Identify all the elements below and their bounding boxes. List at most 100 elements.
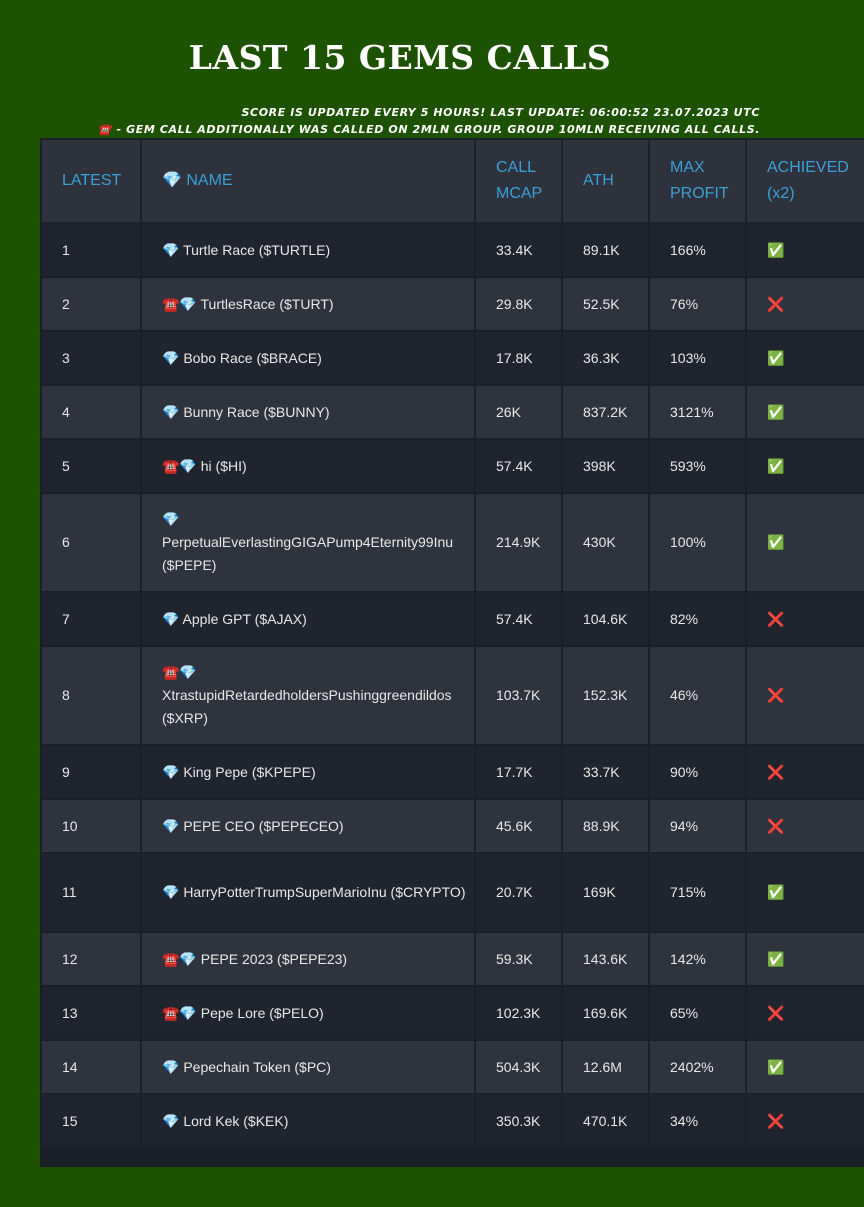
cell-name: 💎 Bunny Race ($BUNNY) [142, 386, 474, 438]
cell-achieved: ✅ [747, 332, 864, 384]
cell-latest: 2 [42, 278, 140, 330]
cell-call-mcap: 45.6K [476, 800, 561, 852]
cell-ath: 398K [563, 440, 648, 492]
cell-call-mcap: 29.8K [476, 278, 561, 330]
cell-name: 💎 PEPE CEO ($PEPECEO) [142, 800, 474, 852]
cell-ath: 143.6K [563, 933, 648, 985]
cell-max-profit: 90% [650, 746, 745, 798]
gems-table: LATEST 💎 NAME CALL MCAP ATH MAX PROFIT A… [40, 138, 864, 1149]
cell-max-profit: 82% [650, 593, 745, 645]
cell-max-profit: 2402% [650, 1041, 745, 1093]
column-header-max-profit[interactable]: MAX PROFIT [650, 140, 745, 222]
table-row: 6 💎 PerpetualEverlastingGIGAPump4Eternity… [42, 494, 864, 591]
cell-achieved: ✅ [747, 494, 864, 591]
table-row: 10 💎 PEPE CEO ($PEPECEO) 45.6K 88.9K 94% ❌ [42, 800, 864, 852]
cell-achieved: ❌ [747, 647, 864, 744]
cell-max-profit: 100% [650, 494, 745, 591]
cell-call-mcap: 103.7K [476, 647, 561, 744]
gems-table-container: LATEST 💎 NAME CALL MCAP ATH MAX PROFIT A… [40, 138, 864, 1167]
cell-ath: 52.5K [563, 278, 648, 330]
cell-name: 💎 Lord Kek ($KEK) [142, 1095, 474, 1147]
cell-ath: 837.2K [563, 386, 648, 438]
cell-name: ☎️💎 PEPE 2023 ($PEPE23) [142, 933, 474, 985]
cell-ath: 33.7K [563, 746, 648, 798]
column-header-name[interactable]: 💎 NAME [142, 140, 474, 222]
table-row: 7 💎 Apple GPT ($AJAX) 57.4K 104.6K 82% ❌ [42, 593, 864, 645]
cell-max-profit: 103% [650, 332, 745, 384]
cell-call-mcap: 59.3K [476, 933, 561, 985]
column-header-call-mcap[interactable]: CALL MCAP [476, 140, 561, 222]
cell-call-mcap: 17.7K [476, 746, 561, 798]
cell-name: 💎 Bobo Race ($BRACE) [142, 332, 474, 384]
cell-latest: 12 [42, 933, 140, 985]
cell-ath: 104.6K [563, 593, 648, 645]
cell-latest: 14 [42, 1041, 140, 1093]
cell-achieved: ❌ [747, 746, 864, 798]
cell-max-profit: 166% [650, 224, 745, 276]
cell-latest: 3 [42, 332, 140, 384]
column-header-ath[interactable]: ATH [563, 140, 648, 222]
cell-name: 💎 Turtle Race ($TURTLE) [142, 224, 474, 276]
cell-name: 💎 King Pepe ($KPEPE) [142, 746, 474, 798]
cell-max-profit: 715% [650, 854, 745, 931]
cell-latest: 4 [42, 386, 140, 438]
cell-max-profit: 76% [650, 278, 745, 330]
cell-ath: 470.1K [563, 1095, 648, 1147]
cell-latest: 11 [42, 854, 140, 931]
cell-latest: 15 [42, 1095, 140, 1147]
cell-ath: 88.9K [563, 800, 648, 852]
group-note: ☎️ - GEM CALL ADDITIONALLY WAS CALLED ON… [97, 123, 760, 136]
cell-achieved: ❌ [747, 987, 864, 1039]
cell-max-profit: 65% [650, 987, 745, 1039]
cell-name: 💎 Pepechain Token ($PC) [142, 1041, 474, 1093]
cell-achieved: ✅ [747, 933, 864, 985]
cell-ath: 89.1K [563, 224, 648, 276]
table-row: 4 💎 Bunny Race ($BUNNY) 26K 837.2K 3121% ✅ [42, 386, 864, 438]
column-header-achieved[interactable]: ACHIEVED (x2) [747, 140, 864, 222]
cell-name: ☎️💎 Pepe Lore ($PELO) [142, 987, 474, 1039]
cell-ath: 152.3K [563, 647, 648, 744]
cell-max-profit: 94% [650, 800, 745, 852]
cell-achieved: ❌ [747, 278, 864, 330]
column-header-latest[interactable]: LATEST [42, 140, 140, 222]
cell-achieved: ❌ [747, 1095, 864, 1147]
cell-latest: 6 [42, 494, 140, 591]
table-row: 9 💎 King Pepe ($KPEPE) 17.7K 33.7K 90% ❌ [42, 746, 864, 798]
cell-call-mcap: 20.7K [476, 854, 561, 931]
cell-latest: 8 [42, 647, 140, 744]
cell-name: 💎 Apple GPT ($AJAX) [142, 593, 474, 645]
cell-call-mcap: 33.4K [476, 224, 561, 276]
table-header-row: LATEST 💎 NAME CALL MCAP ATH MAX PROFIT A… [42, 140, 864, 222]
table-row: 12 ☎️💎 PEPE 2023 ($PEPE23) 59.3K 143.6K 142%… [42, 933, 864, 985]
cell-name: ☎️💎 XtrastupidRetardedholdersPushinggree… [142, 647, 474, 744]
cell-achieved: ✅ [747, 440, 864, 492]
page-title: LAST 15 GEMS CALLS [188, 38, 612, 77]
cell-latest: 10 [42, 800, 140, 852]
table-row: 13 ☎️💎 Pepe Lore ($PELO) 102.3K 169.6K 65% ❌ [42, 987, 864, 1039]
cell-ath: 36.3K [563, 332, 648, 384]
cell-latest: 13 [42, 987, 140, 1039]
cell-ath: 12.6M [563, 1041, 648, 1093]
cell-call-mcap: 57.4K [476, 593, 561, 645]
table-row: 5 ☎️💎 hi ($HI) 57.4K 398K 593% ✅ [42, 440, 864, 492]
cell-achieved: ❌ [747, 800, 864, 852]
table-row: 8 ☎️💎 XtrastupidRetardedholdersPushinggre… [42, 647, 864, 744]
cell-latest: 7 [42, 593, 140, 645]
cell-ath: 169.6K [563, 987, 648, 1039]
cell-call-mcap: 504.3K [476, 1041, 561, 1093]
cell-achieved: ✅ [747, 854, 864, 931]
cell-max-profit: 142% [650, 933, 745, 985]
cell-ath: 169K [563, 854, 648, 931]
cell-name: ☎️💎 TurtlesRace ($TURT) [142, 278, 474, 330]
cell-call-mcap: 26K [476, 386, 561, 438]
table-row: 3 💎 Bobo Race ($BRACE) 17.8K 36.3K 103% ✅ [42, 332, 864, 384]
cell-latest: 5 [42, 440, 140, 492]
cell-latest: 1 [42, 224, 140, 276]
cell-achieved: ✅ [747, 1041, 864, 1093]
cell-name: 💎 HarryPotterTrumpSuperMarioInu ($CRYPTO… [142, 854, 474, 931]
cell-call-mcap: 17.8K [476, 332, 561, 384]
cell-name: ☎️💎 hi ($HI) [142, 440, 474, 492]
cell-max-profit: 3121% [650, 386, 745, 438]
cell-latest: 9 [42, 746, 140, 798]
table-row: 2 ☎️💎 TurtlesRace ($TURT) 29.8K 52.5K 76% ❌ [42, 278, 864, 330]
